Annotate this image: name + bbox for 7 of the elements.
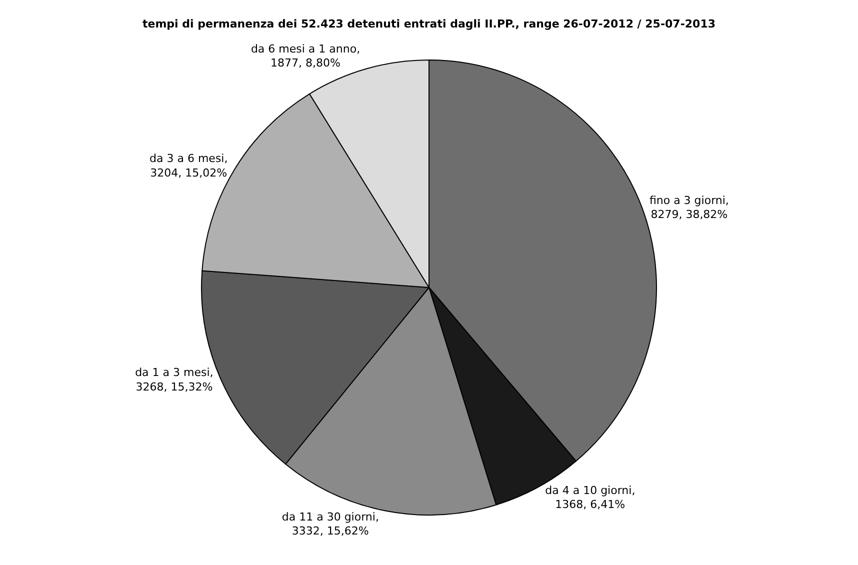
slice-label: da 6 mesi a 1 anno, 1877, 8,80%: [250, 42, 360, 70]
chart-title: tempi di permanenza dei 52.423 detenuti entrati dagli II.PP., range 26-07-2012 / 25-07-2013: [142, 17, 716, 30]
slice-label: da 3 a 6 mesi, 3204, 15,02%: [150, 152, 228, 180]
slice-label: fino a 3 giorni, 8279, 38,82%: [649, 194, 729, 222]
slice-label: da 4 a 10 giorni, 1368, 6,41%: [545, 484, 636, 512]
slice-label: da 11 a 30 giorni, 3332, 15,62%: [282, 510, 379, 538]
slice-label: da 1 a 3 mesi, 3268, 15,32%: [135, 366, 214, 394]
